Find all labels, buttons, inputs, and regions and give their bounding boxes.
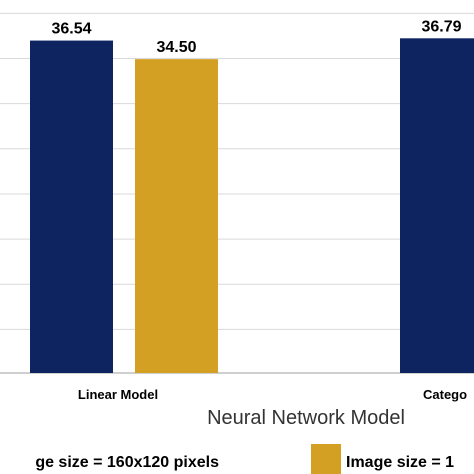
data-label-series-2-category-1: 34.50 [156, 39, 196, 56]
data-label-series-1-category-1: 36.54 [51, 21, 91, 38]
x-tick-label-linear-model: Linear Model [78, 387, 158, 402]
data-label-series-1-category-2: 36.79 [421, 18, 461, 35]
legend: ge size = 160x120 pixels Image size = 1 [35, 444, 454, 474]
bar-series-1-category-1 [30, 40, 113, 373]
data-labels: 36.54 36.79 34.50 [51, 18, 461, 56]
bar-series-2-category-1 [135, 59, 218, 373]
bar-series-1-category-2 [400, 38, 474, 374]
legend-swatch-series-2 [311, 444, 341, 474]
legend-label-series-1: ge size = 160x120 pixels [35, 454, 219, 471]
x-tick-label-catego: Catego [423, 387, 467, 402]
bars [30, 38, 474, 374]
x-axis-title: Neural Network Model [207, 407, 405, 429]
legend-label-series-2: Image size = 1 [346, 454, 454, 471]
